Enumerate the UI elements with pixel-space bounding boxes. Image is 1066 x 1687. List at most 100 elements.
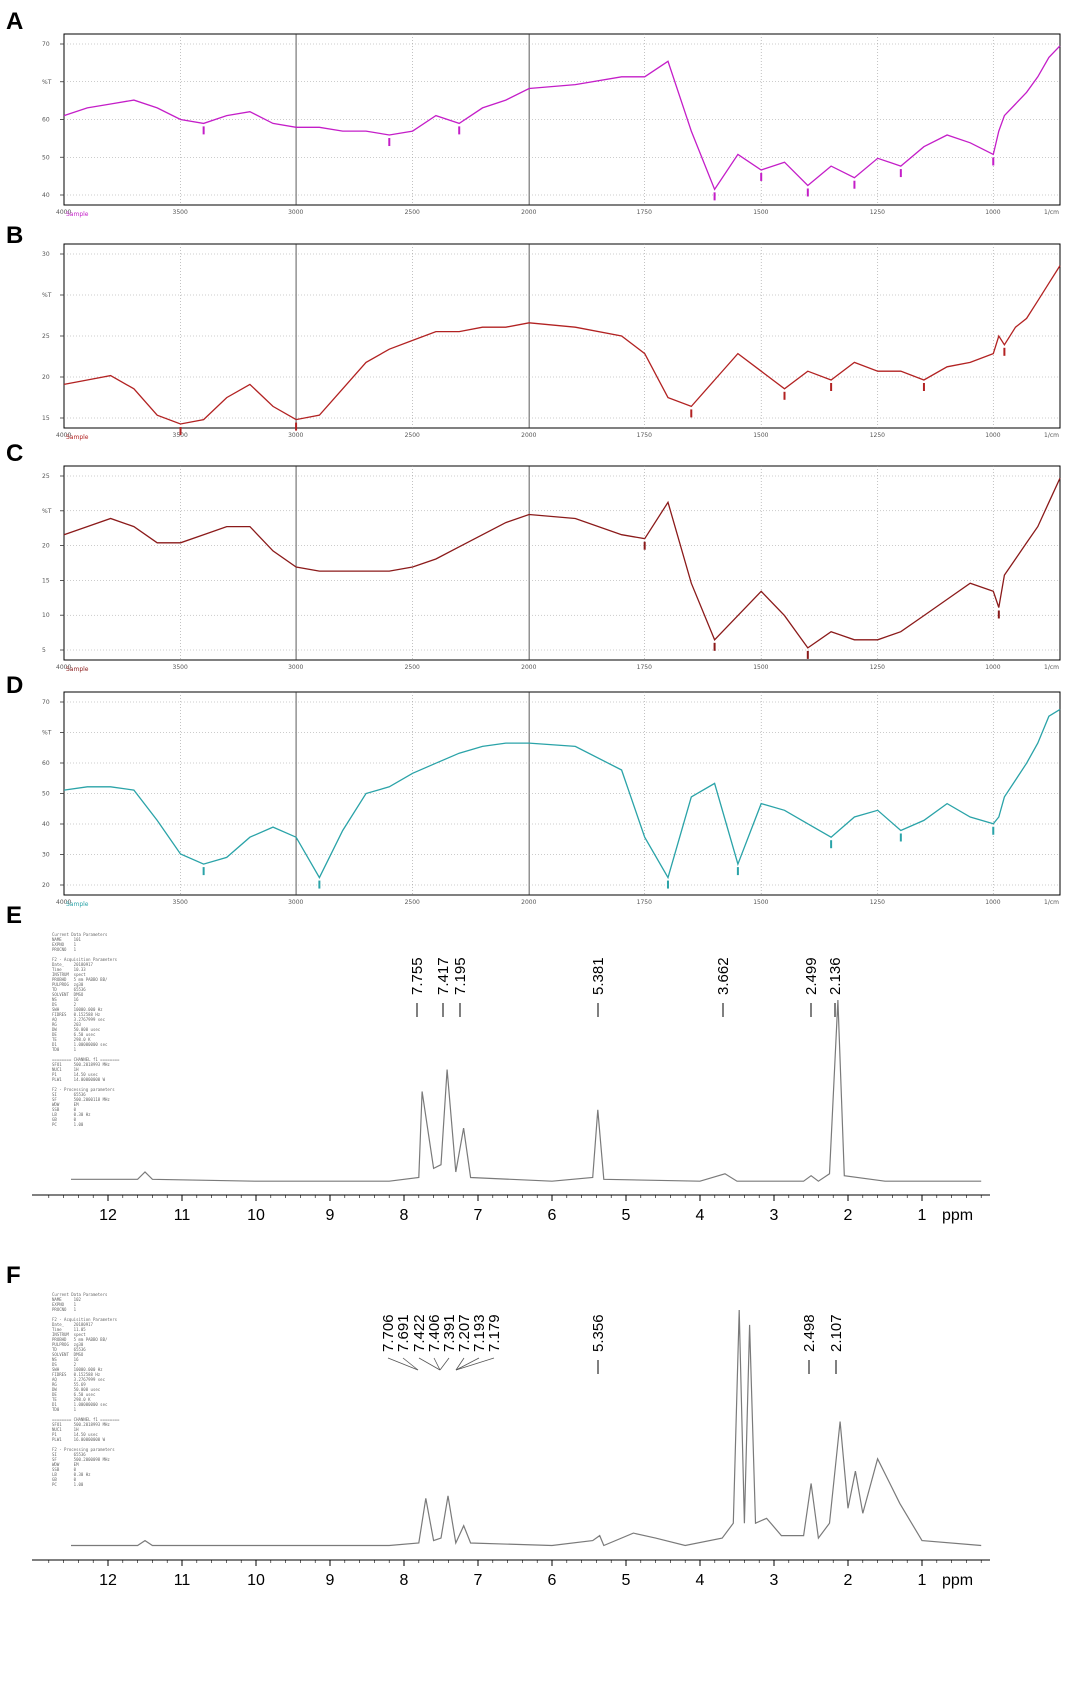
ppm-tick-label: 1 — [918, 1572, 927, 1589]
y-tick-label: 25 — [42, 473, 50, 480]
y-tick-label: 30 — [42, 852, 50, 859]
nmr-panel-e: 12 11 10 9 8 7 6 5 4 3 2 1 ppm 7.755 7.417 7.195 5.381 3.… — [32, 957, 990, 1224]
peak-label: 2.498 — [801, 1314, 818, 1352]
peak-label: 2.107 — [828, 1314, 845, 1352]
y-tick-label: 40 — [42, 192, 50, 199]
ppm-tick-label: 11 — [174, 1572, 191, 1589]
x-tick-label: 1750 — [637, 209, 652, 216]
y-tick-label: 70 — [42, 699, 50, 706]
ir-panel-b: 30 %T 25 20 15 4000 3500 3000 2500 2000 1750 1500 12… — [42, 243, 1061, 441]
y-tick-label: %T — [42, 508, 52, 515]
ppm-tick-label: 6 — [548, 1572, 557, 1589]
ir-spectrum-line — [63, 265, 1061, 425]
y-tick-label: 15 — [42, 415, 50, 422]
peak-label-connector — [455, 1357, 495, 1371]
ir-panel-c: 25 %T 20 15 10 5 4000 3500 3000 2500 2000 1750 1500 1… — [42, 465, 1061, 673]
y-tick-label: 60 — [42, 760, 50, 767]
y-tick-label: 30 — [42, 251, 50, 258]
x-tick-label: 3000 — [288, 664, 303, 671]
peak-label: 3.662 — [715, 957, 732, 995]
x-tick-label: 1000 — [985, 664, 1000, 671]
peak-label: 7.193 — [471, 1314, 488, 1352]
x-tick-label: 4000 — [56, 664, 71, 671]
peak-label-connector — [439, 1357, 450, 1371]
ir-panel-a: 70 %T 60 50 40 4000 3500 3000 2500 2000 1750 1500 12… — [42, 33, 1061, 218]
peak-label: 2.136 — [827, 957, 844, 995]
x-tick-label: 2500 — [405, 664, 420, 671]
y-tick-label: %T — [42, 730, 52, 737]
y-tick-label: 50 — [42, 154, 50, 161]
ppm-tick-label: 10 — [247, 1572, 265, 1589]
peak-label: 7.422 — [411, 1314, 428, 1352]
peak-label: 7.195 — [452, 957, 469, 995]
x-tick-label: 1500 — [753, 432, 768, 439]
peak-label: 5.356 — [590, 1314, 607, 1352]
y-tick-label: 50 — [42, 791, 50, 798]
peak-label: 7.755 — [409, 957, 426, 995]
x-tick-label: 1750 — [637, 432, 652, 439]
ppm-tick-label: 5 — [622, 1572, 631, 1589]
x-tick-label: 3500 — [173, 664, 188, 671]
footer-label: Sample — [66, 434, 89, 441]
panel-letter-a: A — [6, 8, 24, 35]
peak-label: 7.391 — [441, 1314, 458, 1352]
x-tick-label: 2500 — [405, 899, 420, 906]
x-tick-label: 1000 — [985, 432, 1000, 439]
y-tick-label: 10 — [42, 612, 50, 619]
panel-letter-e: E — [6, 902, 23, 929]
acquisition-parameters-e: Current Data Parameters NAME 101 EXPNO 1… — [52, 932, 120, 1127]
plot-frame — [63, 465, 1061, 661]
ppm-tick-label: 2 — [844, 1572, 853, 1589]
peak-label: 7.406 — [426, 1314, 443, 1352]
x-tick-label: 3000 — [288, 209, 303, 216]
y-tick-label: 20 — [42, 882, 50, 889]
nmr-spectrum-line — [71, 1309, 982, 1547]
panel-letter-f: F — [6, 1262, 21, 1289]
ppm-unit-label: ppm — [942, 1207, 973, 1224]
ppm-tick-label: 5 — [622, 1207, 631, 1224]
ppm-tick-label: 12 — [99, 1572, 117, 1589]
peak-label: 7.706 — [380, 1314, 397, 1352]
x-tick-label: 1500 — [753, 209, 768, 216]
ppm-tick-label: 12 — [99, 1207, 117, 1224]
ppm-tick-label: 3 — [770, 1207, 779, 1224]
ppm-tick-label: 8 — [400, 1207, 409, 1224]
footer-label: Sample — [66, 211, 89, 218]
nmr-spectrum-line — [71, 999, 982, 1182]
ppm-tick-label: 7 — [474, 1207, 483, 1224]
ppm-tick-label: 11 — [174, 1207, 191, 1224]
ir-spectrum-line — [63, 45, 1061, 191]
footer-label: Sample — [66, 901, 89, 908]
ir-spectrum-line — [63, 708, 1061, 880]
x-tick-label: 3500 — [173, 209, 188, 216]
x-tick-label: 1500 — [753, 664, 768, 671]
panel-letter-c: C — [6, 440, 24, 467]
ppm-tick-label: 3 — [770, 1572, 779, 1589]
x-tick-label: 1000 — [985, 899, 1000, 906]
y-tick-label: %T — [42, 79, 52, 86]
peak-label: 7.417 — [435, 957, 452, 995]
y-tick-label: 25 — [42, 333, 50, 340]
ppm-tick-label: 9 — [326, 1207, 335, 1224]
x-tick-label: 1750 — [637, 899, 652, 906]
peak-label: 7.207 — [456, 1314, 473, 1352]
ppm-tick-label: 8 — [400, 1572, 409, 1589]
x-tick-label: 1/cm — [1044, 432, 1059, 439]
ppm-unit-label: ppm — [942, 1572, 973, 1589]
peak-label: 7.179 — [486, 1314, 503, 1352]
peak-label-connector — [387, 1357, 419, 1371]
x-tick-label: 1/cm — [1044, 209, 1059, 216]
x-tick-label: 1250 — [870, 432, 885, 439]
ir-spectrum-line — [63, 477, 1061, 649]
panel-letter-d: D — [6, 672, 24, 699]
ppm-tick-label: 7 — [474, 1572, 483, 1589]
x-tick-label: 1000 — [985, 209, 1000, 216]
y-tick-label: 60 — [42, 117, 50, 124]
acquisition-parameters-f: Current Data Parameters NAME 102 EXPNO 1… — [52, 1292, 120, 1487]
peak-label-connector — [402, 1357, 419, 1371]
y-tick-label: 5 — [42, 647, 46, 654]
y-tick-label: 20 — [42, 543, 50, 550]
footer-label: Sample — [66, 666, 89, 673]
ppm-tick-label: 4 — [696, 1207, 705, 1224]
